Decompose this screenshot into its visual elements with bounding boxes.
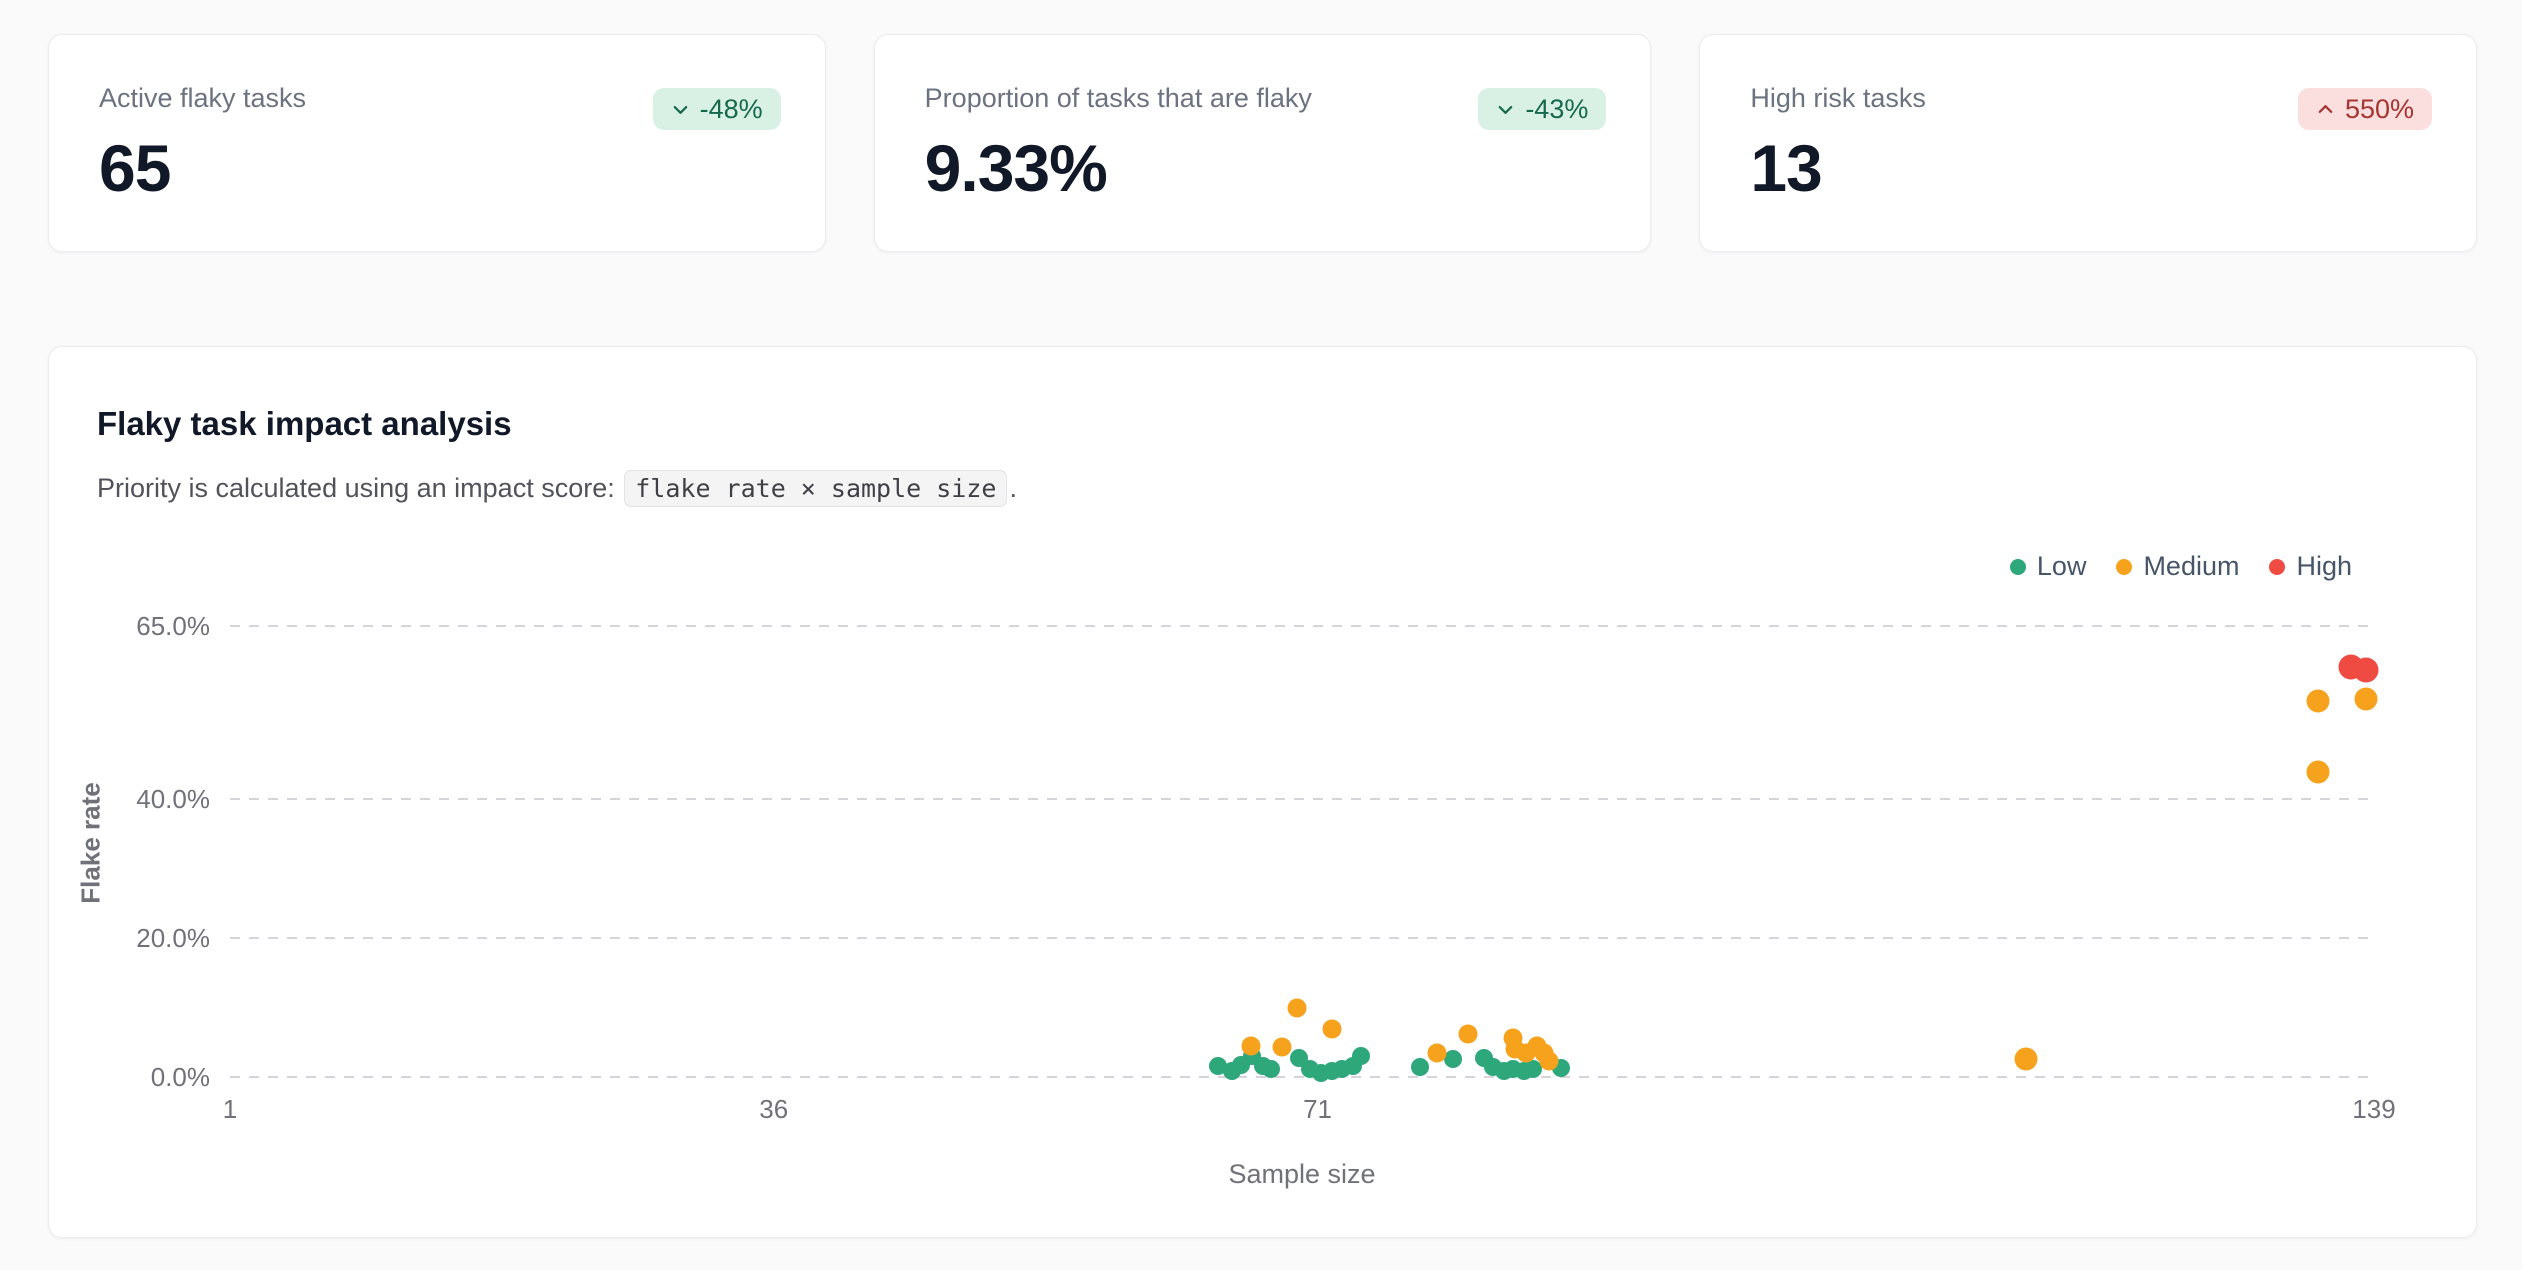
scatter-point-medium bbox=[2306, 689, 2330, 713]
stat-value: 13 bbox=[1750, 131, 1822, 205]
scatter-point-medium bbox=[2014, 1047, 2038, 1071]
chevron-down-icon bbox=[1496, 100, 1515, 119]
scatter-point-medium bbox=[1539, 1051, 1559, 1071]
flaky-task-impact-card: Flaky task impact analysis Priority is c… bbox=[48, 346, 2477, 1238]
legend-item-high[interactable]: High bbox=[2269, 551, 2352, 582]
legend-label: Medium bbox=[2143, 551, 2240, 581]
legend-item-low[interactable]: Low bbox=[2009, 551, 2087, 582]
legend-item-medium[interactable]: Medium bbox=[2116, 551, 2239, 582]
stat-value: 65 bbox=[99, 131, 171, 205]
chevron-down-icon bbox=[671, 100, 690, 119]
stat-card-high-risk-tasks: High risk tasks 13 550% bbox=[1699, 34, 2478, 252]
chart-title: Flaky task impact analysis bbox=[97, 405, 512, 442]
legend-dot-icon bbox=[2116, 558, 2133, 575]
trend-badge: -43% bbox=[1478, 88, 1607, 130]
scatter-point-low bbox=[1352, 1047, 1371, 1066]
scatter-point-medium bbox=[1241, 1036, 1261, 1056]
scatter-point-high bbox=[2353, 657, 2379, 683]
stat-card-flaky-proportion: Proportion of tasks that are flaky 9.33%… bbox=[873, 34, 1652, 252]
y-axis-title: Flake rate bbox=[75, 782, 106, 904]
legend-label: Low bbox=[2036, 551, 2087, 581]
legend-dot-icon bbox=[2269, 558, 2286, 575]
scatter-point-medium bbox=[1272, 1037, 1292, 1057]
legend-dot-icon bbox=[2009, 558, 2026, 575]
gridline bbox=[230, 798, 2374, 801]
chart-subtitle: Priority is calculated using an impact s… bbox=[97, 470, 1017, 507]
x-axis-title: Sample size bbox=[1228, 1159, 1376, 1189]
scatter-point-medium bbox=[1427, 1043, 1447, 1063]
scatter-point-low bbox=[1443, 1049, 1462, 1068]
stat-value: 9.33% bbox=[924, 131, 1108, 205]
chart-subtitle-period: . bbox=[1009, 473, 1017, 503]
y-tick-label: 65.0% bbox=[136, 611, 210, 641]
trend-badge: 550% bbox=[2297, 88, 2433, 130]
gridline bbox=[230, 625, 2374, 627]
y-tick-label: 40.0% bbox=[136, 784, 210, 815]
scatter-point-medium bbox=[1322, 1019, 1342, 1039]
gridline bbox=[230, 937, 2374, 940]
scatter-point-medium bbox=[2306, 760, 2330, 784]
x-tick-label: 139 bbox=[2352, 1094, 2396, 1124]
chevron-up-icon bbox=[2316, 100, 2335, 119]
scatter-plot-area: 0.0% 20.0% 40.0% 65.0% 1 36 71 139 bbox=[136, 611, 2395, 1124]
trend-badge-text: 550% bbox=[2344, 93, 2415, 124]
x-tick-label: 71 bbox=[1303, 1094, 1332, 1124]
stat-card-row: Active flaky tasks 65 -48% Proportion of… bbox=[48, 34, 2478, 252]
scatter-point-medium bbox=[1287, 998, 1307, 1018]
scatter-point-low bbox=[1524, 1059, 1543, 1078]
stat-card-active-flaky-tasks: Active flaky tasks 65 -48% bbox=[48, 34, 826, 252]
scatter-point-medium bbox=[1458, 1024, 1478, 1044]
chart-subtitle-text: Priority is calculated using an impact s… bbox=[97, 473, 623, 503]
x-tick-label: 36 bbox=[759, 1094, 789, 1124]
scatter-point-medium bbox=[2354, 687, 2378, 711]
stat-label: Proportion of tasks that are flaky bbox=[924, 83, 1312, 113]
y-tick-label: 20.0% bbox=[136, 923, 210, 954]
chart-legend: Low Medium High bbox=[2009, 551, 2352, 582]
trend-badge-text: -48% bbox=[699, 93, 763, 124]
trend-badge-text: -43% bbox=[1525, 93, 1589, 124]
scatter-point-low bbox=[1209, 1056, 1228, 1075]
x-tick-label: 1 bbox=[222, 1094, 238, 1124]
scatter-point-low bbox=[1261, 1059, 1280, 1078]
trend-badge: -48% bbox=[652, 88, 781, 130]
gridline bbox=[230, 1076, 2374, 1078]
y-tick-label: 0.0% bbox=[150, 1062, 210, 1092]
legend-label: High bbox=[2296, 551, 2352, 581]
stat-label: Active flaky tasks bbox=[99, 83, 307, 113]
stat-label: High risk tasks bbox=[1750, 83, 1926, 113]
scatter-point-low bbox=[1411, 1058, 1430, 1077]
impact-score-formula-chip: flake rate × sample size bbox=[624, 470, 1008, 507]
